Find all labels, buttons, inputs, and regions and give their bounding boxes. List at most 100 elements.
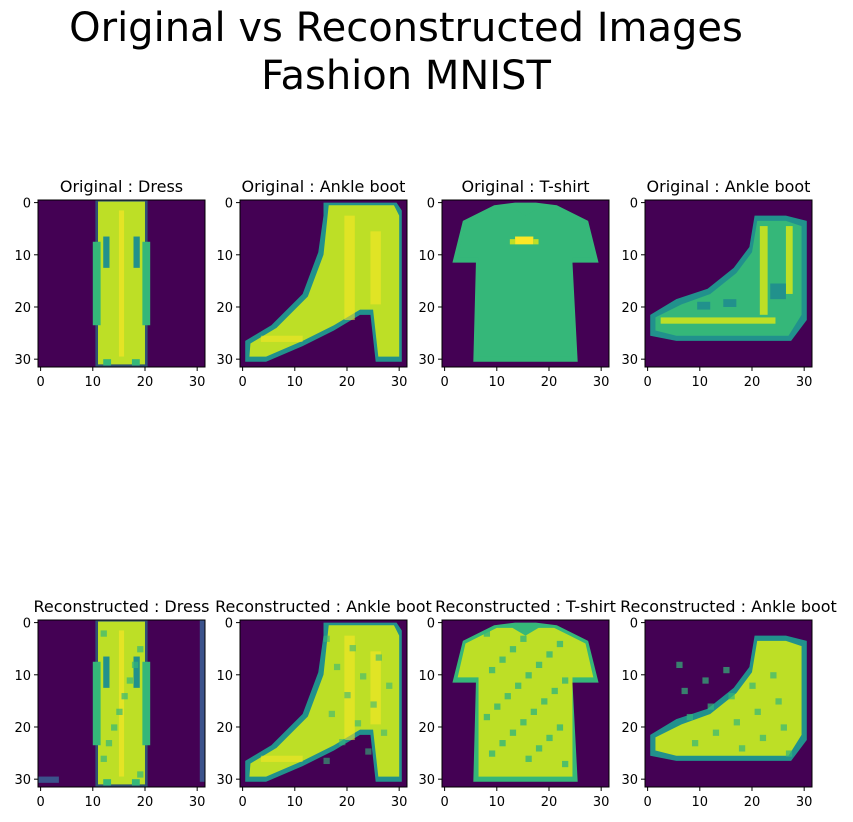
x-tick-label: 10 <box>692 795 709 810</box>
y-tick-label: 0 <box>23 197 31 212</box>
x-tick-label: 0 <box>238 375 246 390</box>
axes-frame <box>644 619 813 788</box>
y-tick-label: 20 <box>621 301 638 316</box>
heatmap-image <box>645 620 812 787</box>
y-tick-label: 30 <box>216 773 233 788</box>
x-tick-label: 30 <box>189 375 206 390</box>
y-tick-label: 0 <box>225 197 233 212</box>
x-tick-label: 20 <box>137 375 154 390</box>
x-tick-label: 20 <box>137 795 154 810</box>
subplot-original-boot_high: Original : Ankle boot 0 10 20 30 0 10 20 30 <box>216 177 408 390</box>
axes-frame <box>644 199 813 368</box>
y-tick-label: 10 <box>621 669 638 684</box>
heatmap-image <box>38 620 205 787</box>
axes-frame <box>441 619 610 788</box>
heatmap-image <box>442 620 609 787</box>
y-tick-label: 20 <box>14 301 31 316</box>
subplot-title: Reconstructed : Dress <box>34 597 210 616</box>
x-tick-label: 0 <box>440 375 448 390</box>
x-tick-label: 30 <box>593 795 610 810</box>
x-tick-label: 30 <box>391 795 408 810</box>
y-tick-label: 20 <box>418 301 435 316</box>
x-tick-label: 0 <box>643 375 651 390</box>
axes-frame <box>441 199 610 368</box>
subplot-title: Original : Ankle boot <box>647 177 811 196</box>
x-tick-label: 10 <box>692 375 709 390</box>
x-tick-label: 10 <box>489 375 506 390</box>
y-tick-label: 30 <box>621 773 638 788</box>
y-tick-label: 30 <box>14 353 31 368</box>
x-tick-label: 0 <box>36 795 44 810</box>
axes-frame <box>239 199 408 368</box>
x-tick-label: 10 <box>85 795 102 810</box>
x-tick-label: 20 <box>744 795 761 810</box>
heatmap-image <box>38 200 205 367</box>
x-tick-label: 30 <box>189 795 206 810</box>
subplot-title: Reconstructed : Ankle boot <box>215 597 432 616</box>
y-tick-label: 30 <box>418 353 435 368</box>
y-tick-label: 10 <box>418 249 435 264</box>
subplot-title: Original : T-shirt <box>461 177 589 196</box>
y-tick-label: 30 <box>621 353 638 368</box>
heatmap-image <box>240 200 407 367</box>
y-tick-label: 0 <box>630 617 638 632</box>
subplot-original-dress: Original : Dress 0 10 20 30 0 10 20 30 <box>14 177 206 390</box>
y-tick-label: 20 <box>418 721 435 736</box>
x-tick-label: 20 <box>339 375 356 390</box>
heatmap-image <box>240 620 407 787</box>
axes-frame <box>37 619 206 788</box>
subplot-original-boot_low: Original : Ankle boot 0 10 20 30 0 10 20 30 <box>621 177 813 390</box>
figure-title-line2: Fashion MNIST <box>261 53 551 99</box>
y-tick-label: 0 <box>23 617 31 632</box>
figure-title: Original vs Reconstructed Images Fashion… <box>0 0 812 100</box>
x-tick-label: 0 <box>238 795 246 810</box>
y-tick-label: 20 <box>216 301 233 316</box>
x-tick-label: 30 <box>796 375 813 390</box>
y-tick-label: 10 <box>621 249 638 264</box>
x-tick-label: 10 <box>287 375 304 390</box>
x-tick-label: 0 <box>36 375 44 390</box>
y-tick-label: 0 <box>630 197 638 212</box>
x-tick-label: 20 <box>541 375 558 390</box>
y-tick-label: 20 <box>621 721 638 736</box>
y-tick-label: 10 <box>14 669 31 684</box>
y-tick-label: 30 <box>216 353 233 368</box>
y-tick-label: 10 <box>418 669 435 684</box>
x-tick-label: 20 <box>744 375 761 390</box>
y-tick-label: 0 <box>427 197 435 212</box>
y-tick-label: 0 <box>427 617 435 632</box>
subplot-title: Original : Ankle boot <box>242 177 406 196</box>
x-tick-label: 30 <box>391 375 408 390</box>
heatmap-image <box>645 200 812 367</box>
subplot-title: Original : Dress <box>60 177 183 196</box>
x-tick-label: 30 <box>593 375 610 390</box>
y-tick-label: 30 <box>14 773 31 788</box>
heatmap-image <box>442 200 609 367</box>
y-tick-label: 10 <box>216 249 233 264</box>
y-tick-label: 30 <box>418 773 435 788</box>
axes-frame <box>239 619 408 788</box>
x-tick-label: 30 <box>796 795 813 810</box>
x-tick-label: 0 <box>440 795 448 810</box>
subplot-original-tshirt: Original : T-shirt 0 10 20 30 0 10 20 30 <box>418 177 610 390</box>
x-tick-label: 10 <box>287 795 304 810</box>
y-tick-label: 20 <box>216 721 233 736</box>
y-tick-label: 20 <box>14 721 31 736</box>
x-tick-label: 10 <box>85 375 102 390</box>
x-tick-label: 10 <box>489 795 506 810</box>
y-tick-label: 10 <box>216 669 233 684</box>
y-tick-label: 10 <box>14 249 31 264</box>
y-tick-label: 0 <box>225 617 233 632</box>
subplot-title: Reconstructed : Ankle boot <box>620 597 837 616</box>
x-tick-label: 20 <box>541 795 558 810</box>
x-tick-label: 0 <box>643 795 651 810</box>
axes-frame <box>37 199 206 368</box>
subplot-title: Reconstructed : T-shirt <box>435 597 616 616</box>
x-tick-label: 20 <box>339 795 356 810</box>
figure-title-line1: Original vs Reconstructed Images <box>69 5 743 51</box>
